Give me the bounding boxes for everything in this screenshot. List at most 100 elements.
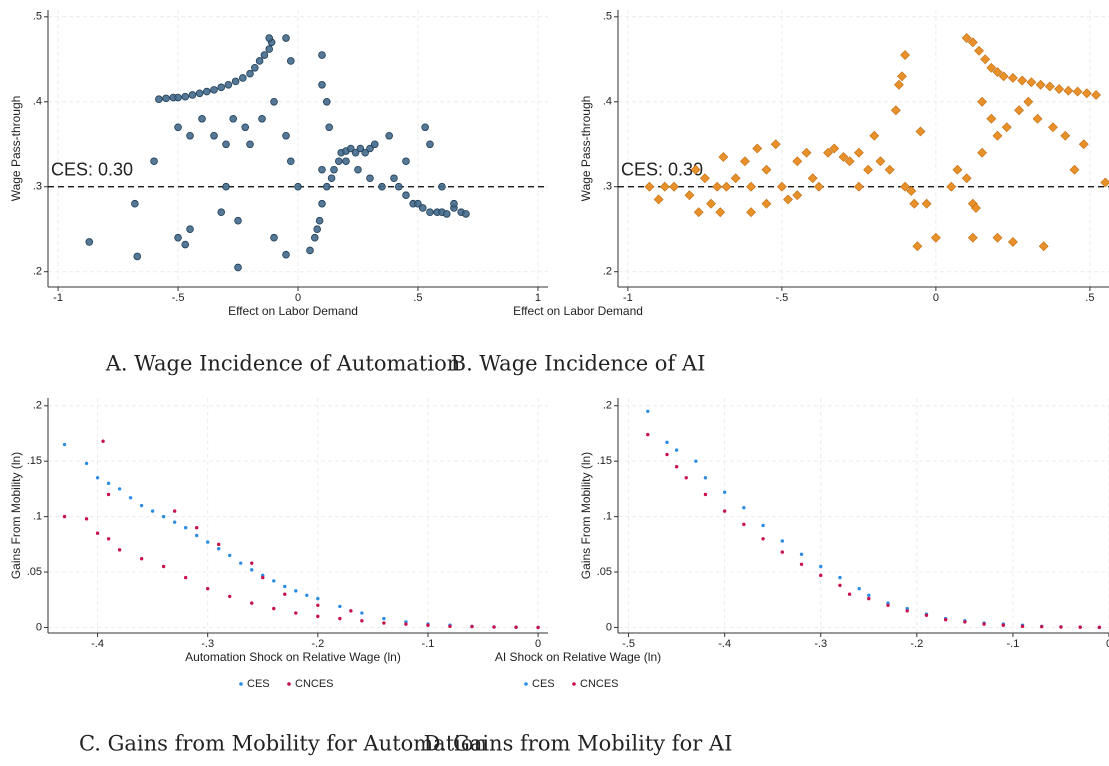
point [1020,624,1025,629]
x-axis-title: Effect on Labor Demand [228,304,358,318]
point [869,130,880,141]
point [260,51,269,59]
point [382,621,386,625]
point [792,156,803,167]
x-tick-label: .5 [413,292,422,304]
point [133,252,142,261]
point [84,517,89,521]
panel-caption: D. Gains from Mobility for AI [424,732,733,756]
point [342,157,350,166]
point [992,232,1003,243]
point [659,181,670,192]
y-tick-label: .2 [603,400,612,412]
y-axis-title: Wage Pass-through [579,96,593,202]
point [980,54,991,65]
point [838,152,849,162]
y-tick-label: .1 [603,511,612,523]
point [316,603,320,607]
point [450,199,458,208]
point [921,198,932,209]
point [287,157,295,166]
point [739,156,750,167]
point [426,140,434,149]
point [1097,625,1102,630]
point [819,573,823,578]
point [117,487,122,491]
point [241,123,250,132]
point [186,131,194,140]
y-tick-label: .5 [603,11,612,23]
panel: 0.05.1.15.2-.5-.4-.3-.2-.10AI Shock on R… [424,398,1109,756]
point [294,182,302,191]
point [131,199,139,208]
point [330,165,338,174]
point [690,164,701,175]
point [844,156,855,167]
point [394,182,403,191]
point [893,79,904,90]
point [1038,241,1049,252]
point [139,503,144,508]
point [1048,122,1058,133]
point [231,77,240,86]
point [188,91,197,99]
point [338,616,342,621]
point [325,123,333,132]
point [349,609,353,613]
point [101,439,105,443]
point [746,207,756,218]
point [1014,105,1024,116]
point [653,194,664,205]
point [283,592,287,596]
x-tick-label: -.1 [422,638,435,650]
point [492,625,496,629]
point [84,461,89,466]
point [162,94,170,103]
y-tick-label: .2 [603,266,612,278]
panel-caption: A. Wage Incidence of Automation [105,352,461,376]
point [712,181,723,192]
point [313,225,321,234]
y-tick-label: .05 [27,566,42,578]
point [1078,625,1082,629]
y-tick-label: .2 [33,400,42,412]
point [448,624,452,629]
point [694,459,698,463]
point [998,71,1009,82]
y-tick-label: .5 [33,11,42,23]
point [906,186,917,196]
point [183,525,188,530]
point [853,181,864,192]
point [863,164,874,175]
point [646,409,650,414]
point [853,147,864,158]
reference-label: CES: 0.30 [621,159,703,179]
point [85,238,94,246]
point [210,86,218,94]
point [718,152,729,162]
point [971,203,981,213]
point [1026,77,1037,88]
point [62,514,67,519]
point [356,144,365,153]
point [62,442,67,447]
point [1063,85,1074,96]
point [172,509,177,513]
panel-caption: B. Wage Incidence of AI [451,352,706,376]
point [234,216,242,225]
point [967,37,978,48]
point [222,182,230,191]
x-tick-label: 0 [933,292,939,304]
point [334,157,343,166]
point [1017,75,1028,86]
point [1072,86,1083,97]
point [722,509,727,513]
point [1044,81,1055,92]
point [867,593,871,598]
point [402,157,410,166]
point [982,622,986,626]
point [150,157,158,166]
point [761,198,772,209]
y-tick-label: .3 [603,181,612,193]
point [217,83,226,92]
